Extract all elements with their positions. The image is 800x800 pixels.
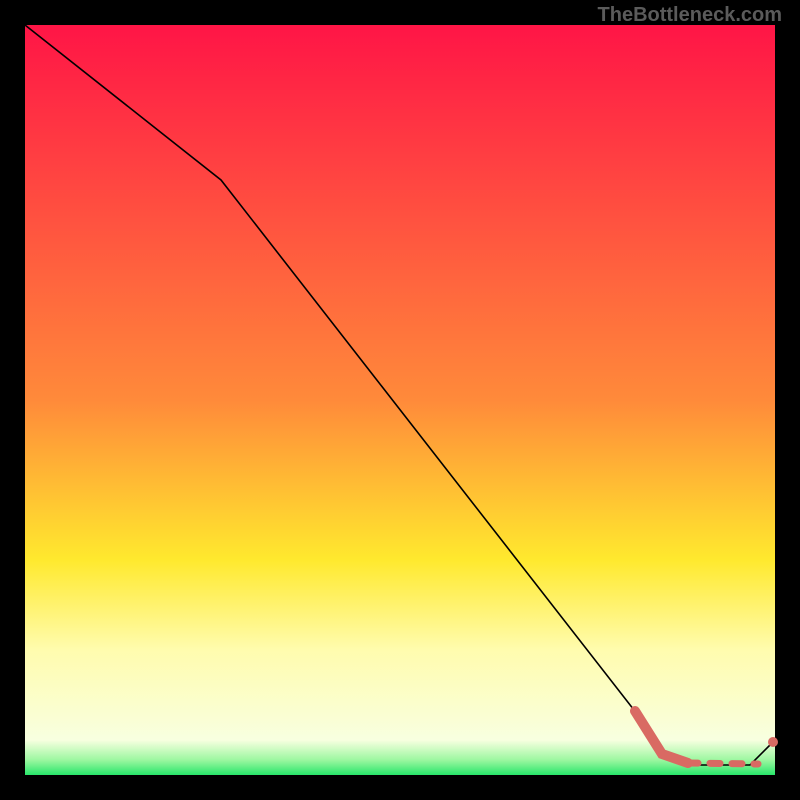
marker-end-dot bbox=[768, 737, 778, 747]
watermark-text: TheBottleneck.com bbox=[598, 4, 782, 27]
chart-svg bbox=[0, 0, 800, 800]
main-curve bbox=[25, 25, 775, 765]
marker-dash-segment bbox=[688, 763, 758, 764]
plot-background bbox=[25, 25, 775, 775]
marker-thick-segment bbox=[635, 711, 688, 763]
chart-container: TheBottleneck.com bbox=[0, 0, 800, 800]
